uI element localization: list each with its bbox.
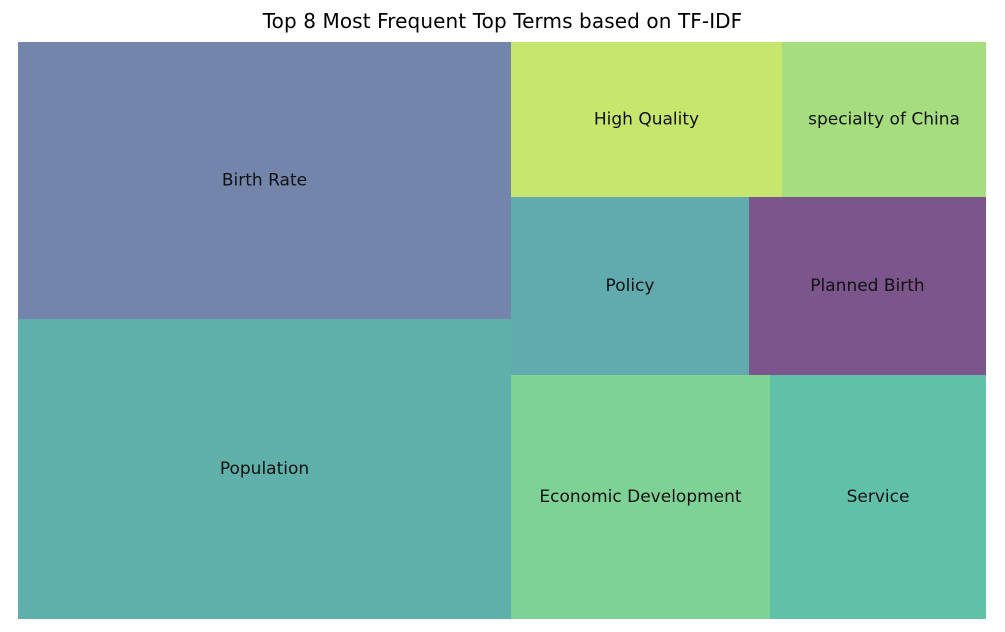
treemap-label-specialty-of-china: specialty of China xyxy=(808,110,960,130)
treemap-label-service: Service xyxy=(847,487,910,507)
treemap-label-planned-birth: Planned Birth xyxy=(810,276,924,296)
treemap-tile-specialty-of-china xyxy=(782,42,986,197)
chart-title: Top 8 Most Frequent Top Terms based on T… xyxy=(262,9,743,33)
treemap-label-birth-rate: Birth Rate xyxy=(222,171,307,191)
treemap-tile-high-quality xyxy=(511,42,782,197)
treemap-label-economic-development: Economic Development xyxy=(539,487,741,507)
treemap-tile-economic-development xyxy=(511,375,770,619)
treemap-label-policy: Policy xyxy=(606,276,655,296)
treemap-tile-policy xyxy=(511,197,749,375)
treemap-tile-population xyxy=(18,319,511,619)
treemap-tile-planned-birth xyxy=(749,197,986,375)
treemap-label-population: Population xyxy=(220,459,309,479)
treemap-label-high-quality: High Quality xyxy=(594,110,699,130)
treemap-tile-birth-rate xyxy=(18,42,511,319)
treemap-tile-service xyxy=(770,375,986,619)
